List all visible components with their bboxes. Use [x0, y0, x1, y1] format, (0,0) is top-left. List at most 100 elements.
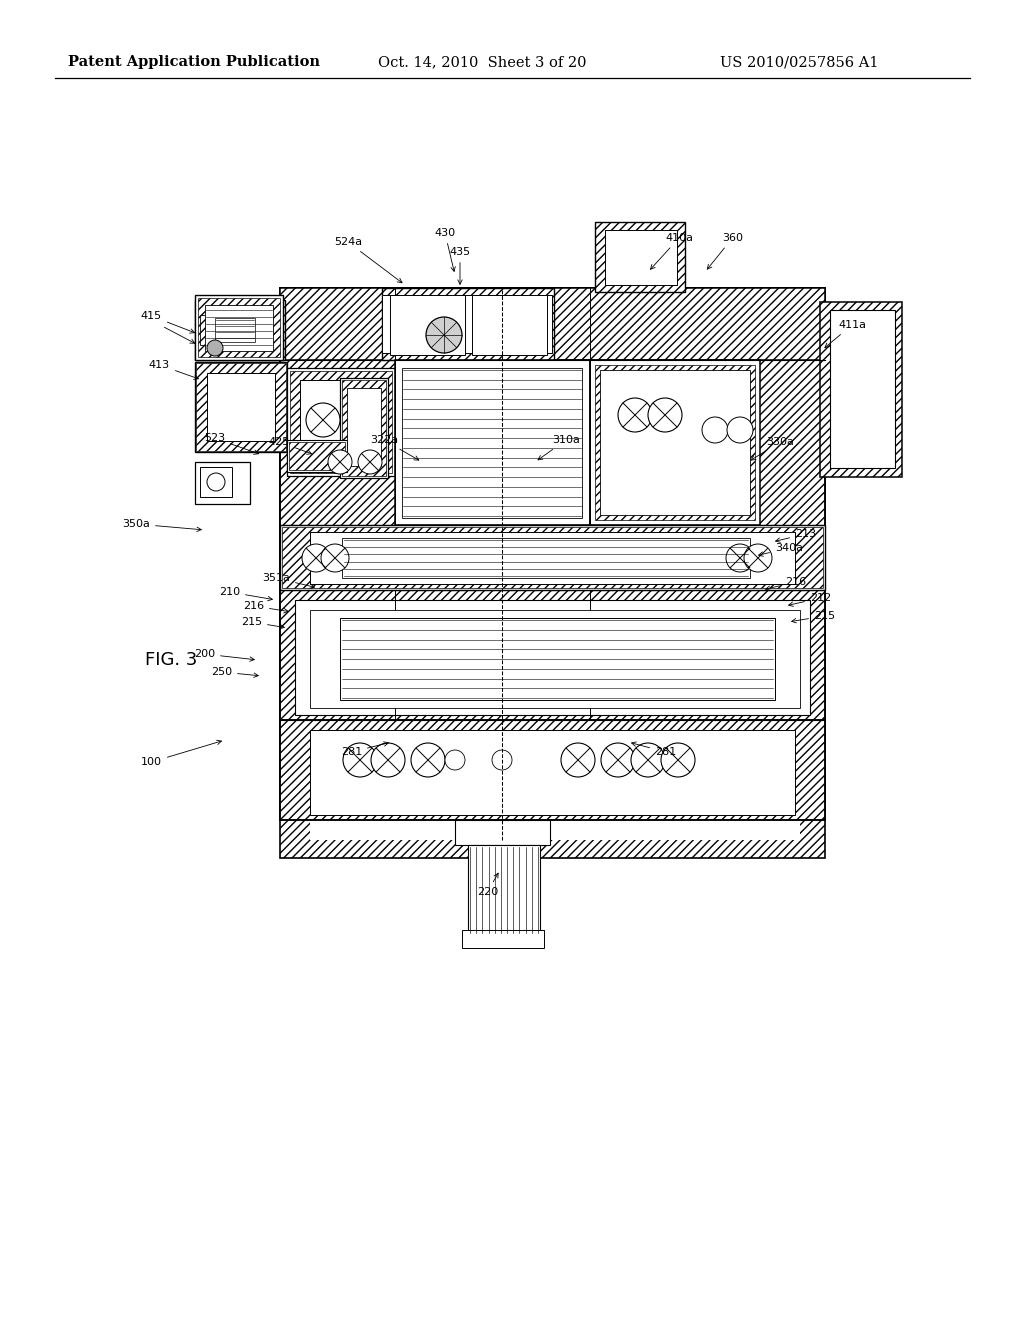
Circle shape — [321, 544, 349, 572]
Bar — [390, 294, 465, 355]
Circle shape — [726, 544, 754, 572]
Bar — [295, 601, 810, 715]
Bar — [195, 462, 250, 504]
Bar — [196, 363, 286, 451]
Text: 200: 200 — [194, 649, 254, 661]
Bar — [290, 371, 392, 473]
Bar — [347, 388, 381, 466]
Bar — [395, 360, 590, 525]
Text: 210: 210 — [219, 587, 272, 601]
Text: 250: 250 — [211, 667, 258, 677]
Bar — [402, 368, 582, 517]
Text: 523: 523 — [204, 433, 258, 454]
Text: 212: 212 — [788, 593, 831, 606]
Text: 220: 220 — [477, 874, 498, 898]
Bar — [595, 366, 755, 520]
Bar — [289, 442, 345, 470]
Text: 281: 281 — [632, 742, 676, 756]
Bar — [310, 310, 800, 840]
Bar — [340, 378, 388, 478]
Bar — [310, 532, 795, 583]
Bar — [382, 294, 552, 352]
Circle shape — [371, 743, 406, 777]
Text: 415: 415 — [141, 312, 195, 333]
Bar — [472, 294, 547, 355]
Text: Patent Application Publication: Patent Application Publication — [68, 55, 319, 69]
Text: 350a: 350a — [122, 519, 202, 532]
Text: US 2010/0257856 A1: US 2010/0257856 A1 — [720, 55, 879, 69]
Text: FIG. 3: FIG. 3 — [145, 651, 198, 669]
Bar — [205, 305, 273, 351]
Circle shape — [561, 743, 595, 777]
Circle shape — [702, 417, 728, 444]
Bar — [468, 845, 540, 935]
Bar — [195, 362, 287, 451]
Circle shape — [343, 743, 377, 777]
Circle shape — [207, 341, 223, 356]
Text: 360: 360 — [708, 234, 743, 269]
Circle shape — [744, 544, 772, 572]
Bar — [280, 360, 825, 590]
Text: 281: 281 — [341, 742, 388, 756]
Circle shape — [445, 750, 465, 770]
Circle shape — [601, 743, 635, 777]
Bar — [600, 370, 750, 515]
Bar — [595, 222, 685, 292]
Bar — [830, 310, 895, 469]
Circle shape — [648, 399, 682, 432]
Bar — [342, 380, 386, 477]
Bar — [310, 610, 800, 708]
Text: 322a: 322a — [370, 436, 419, 461]
Bar — [340, 618, 775, 700]
Text: 216: 216 — [243, 601, 289, 612]
Text: 411a: 411a — [825, 319, 866, 347]
Bar — [300, 380, 382, 465]
Text: 524a: 524a — [334, 238, 402, 282]
Bar — [590, 360, 760, 525]
Bar — [200, 306, 280, 354]
Bar — [287, 368, 395, 477]
Circle shape — [631, 743, 665, 777]
Bar — [462, 931, 544, 948]
Bar — [382, 288, 554, 360]
Text: 435: 435 — [450, 247, 471, 284]
Text: 216: 216 — [766, 577, 806, 590]
Circle shape — [492, 750, 512, 770]
Bar — [195, 294, 283, 360]
Text: 425: 425 — [268, 437, 311, 454]
Bar — [280, 719, 825, 820]
Text: 340a: 340a — [759, 543, 803, 556]
Circle shape — [328, 450, 352, 474]
Bar — [280, 590, 825, 719]
Circle shape — [306, 403, 340, 437]
Text: 215: 215 — [792, 611, 836, 623]
Bar — [215, 318, 255, 342]
Circle shape — [411, 743, 445, 777]
Circle shape — [618, 399, 652, 432]
Bar — [287, 440, 347, 473]
Text: 213: 213 — [775, 529, 816, 543]
Circle shape — [426, 317, 462, 352]
Circle shape — [207, 473, 225, 491]
Bar — [200, 467, 232, 498]
Bar — [280, 288, 825, 360]
Circle shape — [662, 743, 695, 777]
Bar — [605, 230, 677, 285]
Bar — [382, 294, 552, 352]
Bar — [342, 539, 750, 578]
Text: 100: 100 — [141, 741, 221, 767]
Circle shape — [727, 417, 753, 444]
Bar — [198, 298, 280, 356]
Text: 330a: 330a — [752, 437, 794, 461]
Bar — [207, 374, 275, 441]
Bar — [195, 300, 285, 360]
Circle shape — [302, 544, 330, 572]
Bar — [455, 820, 550, 845]
Text: 310a: 310a — [538, 436, 580, 459]
Text: 215: 215 — [241, 616, 285, 628]
Text: 410a: 410a — [650, 234, 693, 269]
Circle shape — [358, 450, 382, 474]
Text: 430: 430 — [434, 228, 456, 272]
Bar — [310, 730, 795, 814]
Bar — [280, 525, 825, 590]
